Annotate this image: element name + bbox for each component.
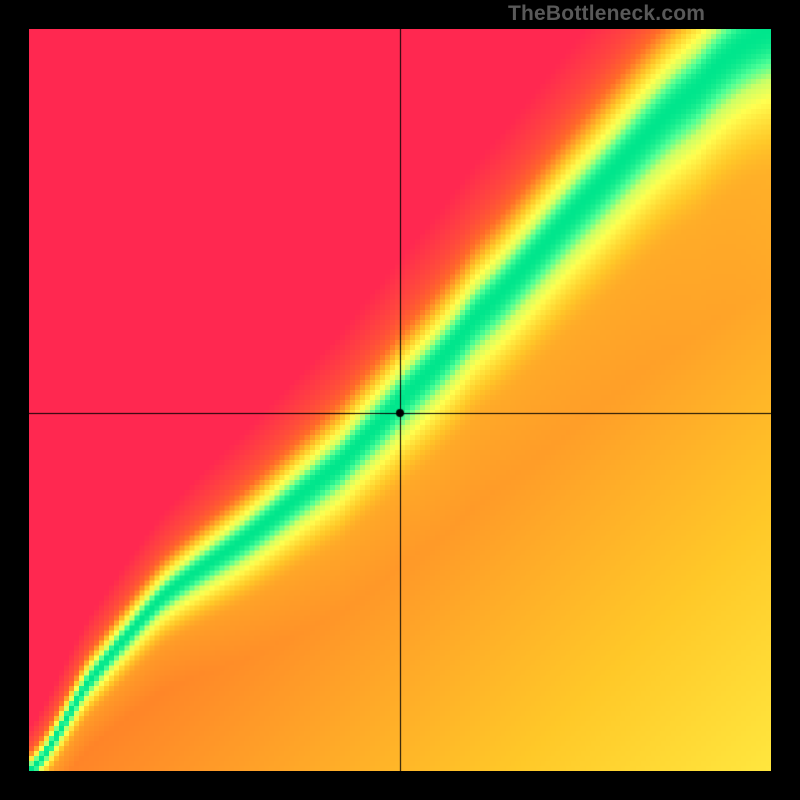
crosshair-overlay bbox=[29, 29, 771, 771]
watermark-text: TheBottleneck.com bbox=[508, 2, 705, 26]
chart-container: TheBottleneck.com bbox=[0, 0, 800, 800]
